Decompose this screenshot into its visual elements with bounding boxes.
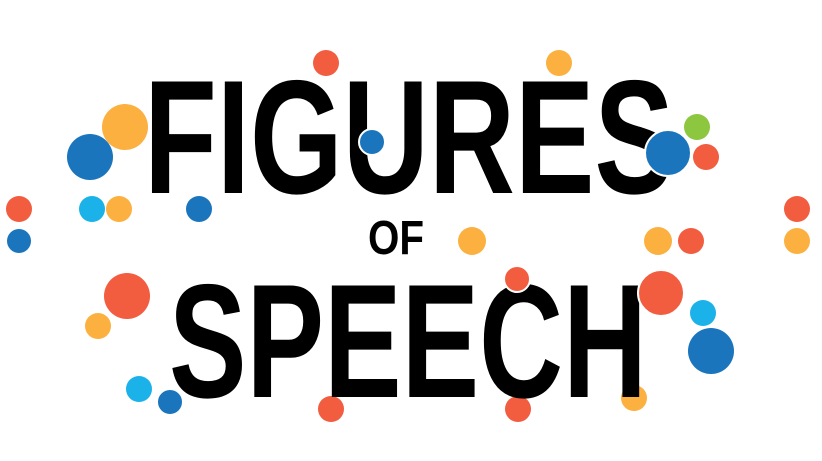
title-line-figures: FIGURES <box>144 47 674 228</box>
confetti-dot <box>505 396 531 422</box>
confetti-dot <box>644 227 672 255</box>
confetti-dot <box>85 313 111 339</box>
confetti-dot <box>637 269 685 317</box>
confetti-dot <box>684 114 710 140</box>
confetti-dot <box>503 265 531 293</box>
confetti-dot <box>156 388 184 416</box>
confetti-dot <box>358 128 386 156</box>
confetti-dot <box>102 104 148 150</box>
confetti-dot <box>106 196 132 222</box>
confetti-dot <box>784 228 810 254</box>
confetti-dot <box>186 196 212 222</box>
title-line-of: OF <box>368 212 424 265</box>
confetti-dot <box>644 129 692 177</box>
confetti-dot <box>67 134 113 180</box>
confetti-dot <box>7 229 31 253</box>
confetti-dot <box>546 50 572 76</box>
confetti-dot <box>104 273 150 319</box>
confetti-dot <box>784 196 810 222</box>
confetti-dot <box>458 227 486 255</box>
confetti-dot <box>79 196 105 222</box>
confetti-dot <box>678 228 704 254</box>
dots-back-layer <box>6 50 810 422</box>
confetti-dot <box>690 300 716 326</box>
confetti-dot <box>693 144 719 170</box>
title-line-speech: SPEECH <box>169 251 647 432</box>
confetti-dot <box>6 196 32 222</box>
confetti-dot <box>318 396 344 422</box>
confetti-dot <box>126 376 152 402</box>
dots-front-layer <box>156 128 692 416</box>
confetti-dot <box>313 50 339 76</box>
confetti-dot <box>688 328 734 374</box>
confetti-dot <box>621 385 647 411</box>
